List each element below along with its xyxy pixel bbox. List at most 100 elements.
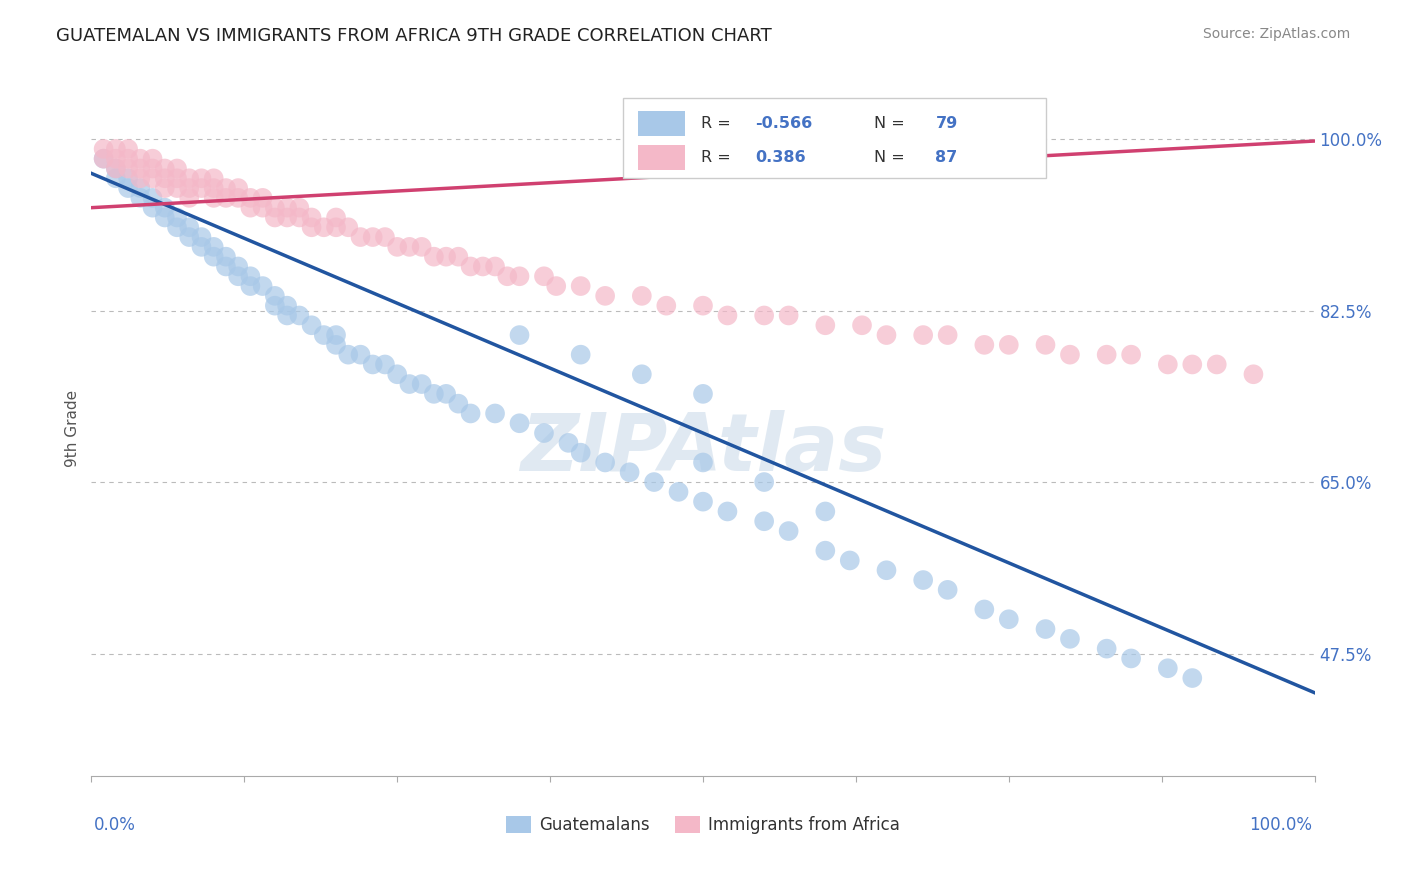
Point [385, 368, 409, 382]
Point [875, 328, 898, 343]
Point [434, 250, 457, 264]
Point [569, 445, 592, 459]
Point [117, 152, 139, 166]
Legend: Guatemalans, Immigrants from Africa: Guatemalans, Immigrants from Africa [499, 809, 907, 841]
Text: N =: N = [875, 150, 905, 165]
Text: R =: R = [700, 116, 730, 131]
Point [288, 201, 311, 215]
Point [1243, 368, 1265, 382]
Point [104, 171, 127, 186]
Point [936, 582, 959, 597]
Point [264, 289, 287, 303]
Point [838, 553, 860, 567]
Y-axis label: 9th Grade: 9th Grade [65, 390, 80, 467]
Point [239, 201, 262, 215]
FancyBboxPatch shape [638, 111, 685, 136]
Point [117, 142, 139, 156]
Point [264, 201, 287, 215]
Point [619, 465, 641, 479]
Point [569, 348, 592, 362]
Point [484, 407, 506, 421]
Point [325, 328, 347, 343]
Point [778, 524, 800, 538]
Point [129, 171, 152, 186]
Point [361, 230, 384, 244]
Point [141, 201, 163, 215]
Point [814, 543, 837, 558]
Point [998, 612, 1021, 626]
Point [215, 260, 238, 274]
Point [141, 191, 163, 205]
Point [141, 152, 163, 166]
Text: 100.0%: 100.0% [1249, 816, 1312, 834]
Point [423, 387, 446, 401]
Point [252, 279, 274, 293]
Point [239, 191, 262, 205]
Point [276, 309, 298, 323]
Point [1157, 661, 1180, 675]
Point [692, 494, 714, 508]
Point [814, 504, 837, 518]
Text: 87: 87 [935, 150, 957, 165]
Point [312, 328, 335, 343]
Point [374, 358, 396, 372]
Point [337, 348, 360, 362]
Point [202, 181, 225, 195]
Point [166, 171, 188, 186]
Point [117, 181, 139, 195]
Point [814, 318, 837, 333]
Text: Source: ZipAtlas.com: Source: ZipAtlas.com [1202, 27, 1350, 41]
Point [998, 338, 1021, 352]
Point [754, 514, 776, 528]
Point [226, 260, 249, 274]
Point [374, 230, 396, 244]
Point [692, 455, 714, 469]
Point [668, 484, 690, 499]
Point [398, 240, 420, 254]
Point [179, 220, 201, 235]
Point [202, 171, 225, 186]
Point [104, 161, 127, 176]
Point [509, 417, 531, 431]
Point [93, 142, 115, 156]
Point [509, 328, 531, 343]
Point [1121, 651, 1143, 665]
Point [411, 377, 433, 392]
Point [1059, 348, 1081, 362]
Point [1157, 358, 1180, 372]
Point [851, 318, 873, 333]
Point [411, 240, 433, 254]
Point [349, 348, 371, 362]
Point [117, 171, 139, 186]
Point [202, 250, 225, 264]
Point [325, 338, 347, 352]
Point [936, 328, 959, 343]
Point [655, 299, 678, 313]
Point [153, 161, 176, 176]
Point [276, 201, 298, 215]
Point [1095, 348, 1118, 362]
Point [754, 475, 776, 489]
Point [1121, 348, 1143, 362]
Point [423, 250, 446, 264]
Point [179, 191, 201, 205]
Point [179, 171, 201, 186]
Point [447, 250, 470, 264]
Point [434, 387, 457, 401]
Text: 0.0%: 0.0% [94, 816, 136, 834]
Point [1059, 632, 1081, 646]
Point [447, 397, 470, 411]
Point [631, 289, 654, 303]
Point [1181, 671, 1204, 685]
Point [239, 269, 262, 284]
Text: R =: R = [700, 150, 730, 165]
Point [593, 289, 616, 303]
Point [153, 171, 176, 186]
Point [973, 602, 995, 616]
Point [875, 563, 898, 577]
Point [398, 377, 420, 392]
Point [93, 152, 115, 166]
Point [778, 309, 800, 323]
Text: N =: N = [875, 116, 905, 131]
Point [912, 328, 935, 343]
